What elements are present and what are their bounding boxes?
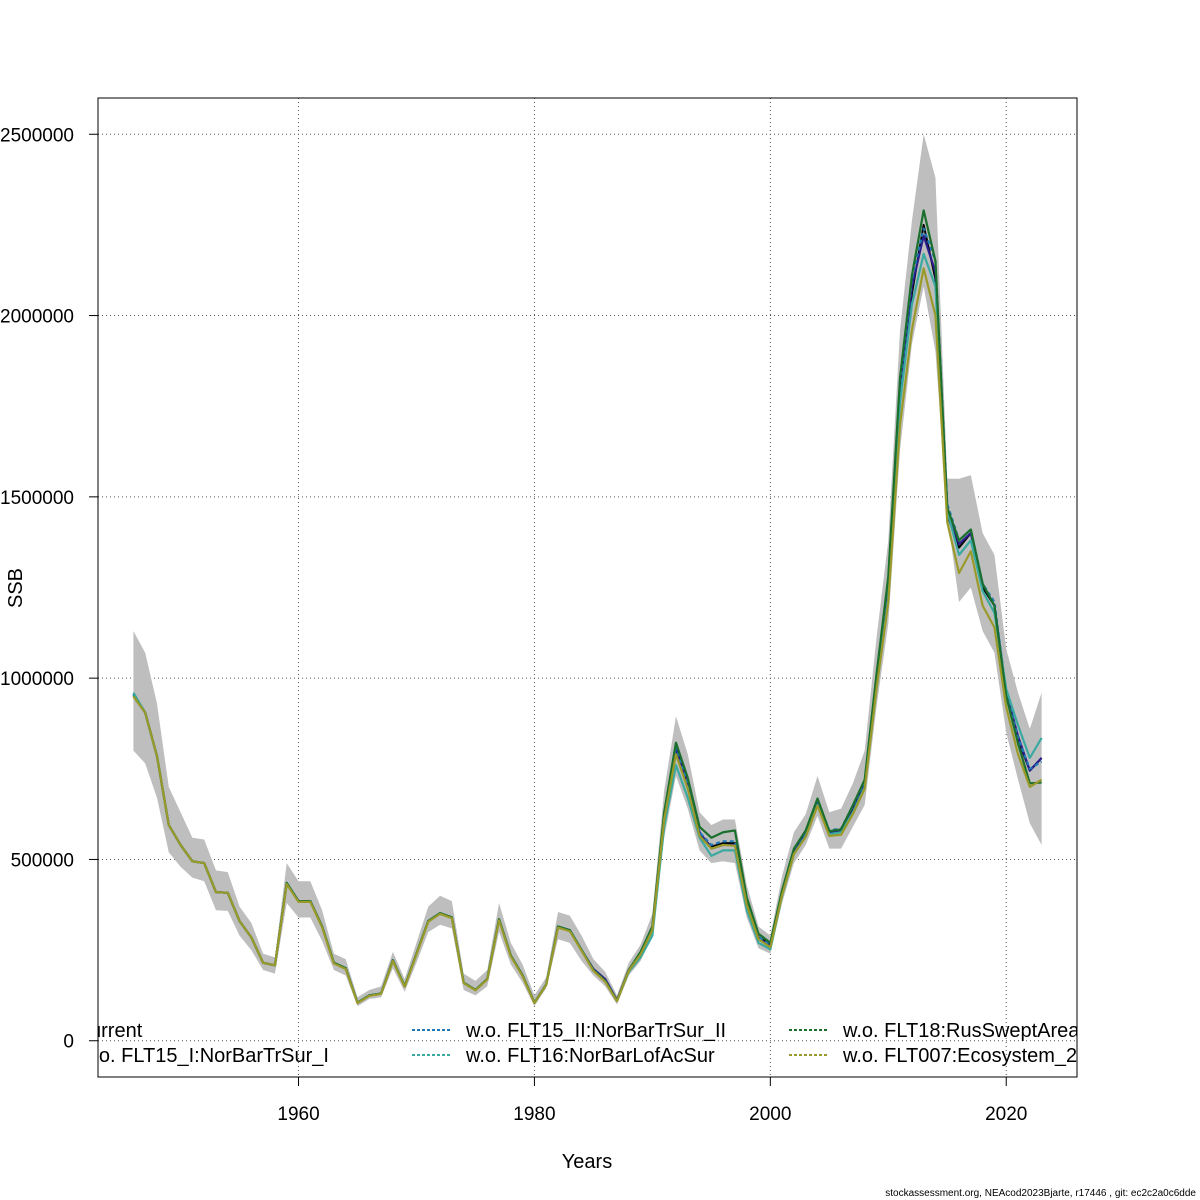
plot-area [132,134,1043,1007]
series-line-3 [132,252,1043,1004]
y-tick-label-1000000: 1000000 [0,669,74,690]
confidence-band-area [133,134,1042,1007]
x-tick-label-2020: 2020 [985,1104,1027,1125]
footer-credit: stockassessment.org, NEAcod2023Bjarte, r… [885,1188,1196,1199]
x-axis-title: Years [562,1151,612,1173]
legend-label-0: current [80,1020,143,1042]
series-line-4 [132,209,1042,1004]
series-line-5 [132,267,1043,1005]
legend-label-4: w.o. FLT18:RusSweptArea [842,1020,1080,1042]
y-tick-label-500000: 500000 [11,850,74,871]
y-axis-title: SSB [5,568,27,608]
series-line-2 [132,227,1043,1004]
x-axis: 1960 1980 2000 2020 [277,1077,1027,1125]
legend-label-1: w.o. FLT15_I:NorBarTrSur_I [79,1045,329,1067]
x-tick-label-1980: 1980 [513,1104,555,1125]
legend-label-5: w.o. FLT007:Ecosystem_2 [842,1045,1077,1067]
confidence-band [133,134,1042,1007]
y-tick-label-0: 0 [63,1032,74,1053]
y-axis: 0 500000 1000000 1500000 2000000 2500000 [0,125,98,1053]
legend-label-2: w.o. FLT15_II:NorBarTrSur_II [465,1020,726,1042]
y-tick-label-2000000: 2000000 [0,307,74,328]
plot-frame [97,97,1078,1078]
y-tick-label-2500000: 2500000 [0,125,74,146]
series-lines [132,209,1043,1005]
x-tick-label-1960: 1960 [277,1104,319,1125]
legend: current w.o. FLT15_I:NorBarTrSur_I w.o. FL… [79,1020,1080,1067]
y-tick-label-1500000: 1500000 [0,488,74,509]
x-tick-label-2000: 2000 [749,1104,791,1125]
legend-label-3: w.o. FLT16:NorBarLofAcSur [465,1045,715,1067]
